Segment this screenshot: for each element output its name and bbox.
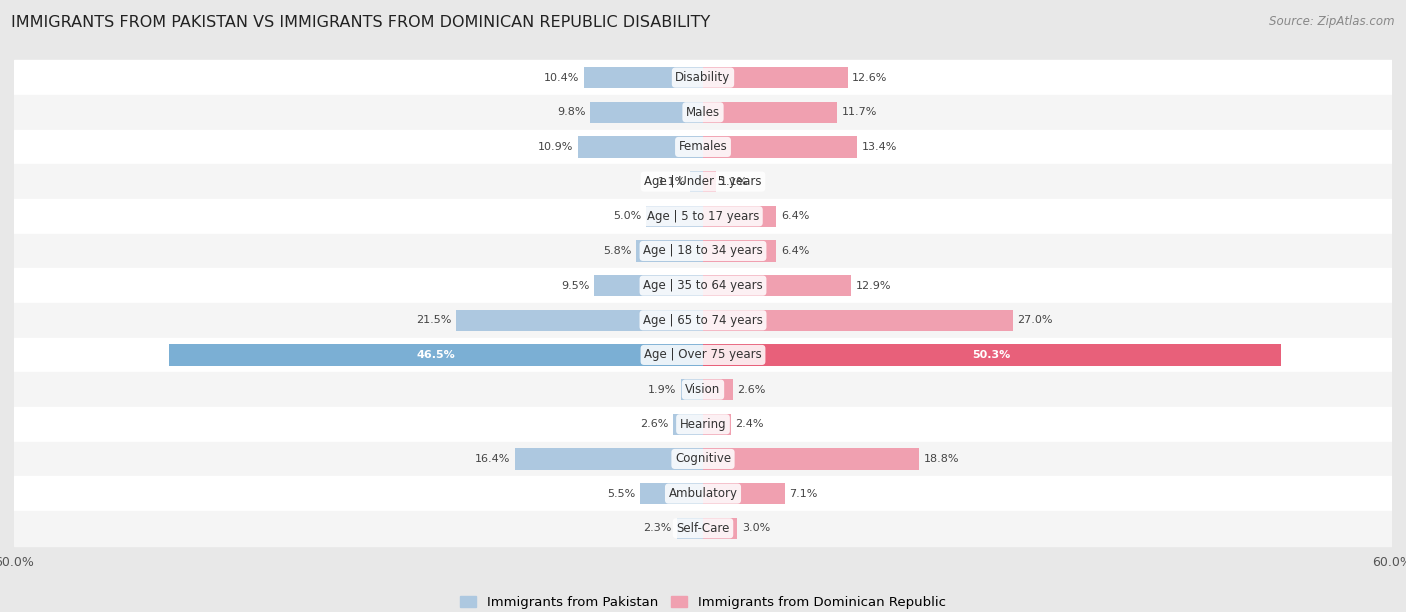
Text: Self-Care: Self-Care: [676, 522, 730, 535]
Text: Vision: Vision: [685, 383, 721, 396]
Text: 6.4%: 6.4%: [782, 246, 810, 256]
Bar: [515, 448, 703, 469]
Text: 6.4%: 6.4%: [782, 211, 810, 222]
Text: 2.6%: 2.6%: [738, 384, 766, 395]
Bar: [703, 483, 785, 504]
Text: 5.8%: 5.8%: [603, 246, 631, 256]
Text: Disability: Disability: [675, 71, 731, 84]
Text: Age | Over 75 years: Age | Over 75 years: [644, 348, 762, 362]
Text: 21.5%: 21.5%: [416, 315, 451, 325]
Bar: [673, 414, 703, 435]
Bar: [640, 483, 703, 504]
Text: 12.9%: 12.9%: [856, 281, 891, 291]
Bar: [681, 379, 703, 400]
Text: Age | 5 to 17 years: Age | 5 to 17 years: [647, 210, 759, 223]
Bar: [703, 240, 776, 262]
Bar: [583, 67, 703, 88]
Text: 9.8%: 9.8%: [557, 107, 586, 118]
Bar: [14, 234, 1392, 268]
Text: 2.3%: 2.3%: [644, 523, 672, 533]
Text: Source: ZipAtlas.com: Source: ZipAtlas.com: [1270, 15, 1395, 28]
Bar: [703, 136, 856, 158]
Bar: [14, 95, 1392, 130]
Text: Ambulatory: Ambulatory: [668, 487, 738, 500]
Text: Cognitive: Cognitive: [675, 452, 731, 466]
Bar: [14, 338, 1392, 372]
Text: 13.4%: 13.4%: [862, 142, 897, 152]
Bar: [14, 164, 1392, 199]
Bar: [14, 476, 1392, 511]
Text: 11.7%: 11.7%: [842, 107, 877, 118]
Text: 5.5%: 5.5%: [607, 488, 636, 499]
Bar: [703, 448, 920, 469]
Text: 2.6%: 2.6%: [640, 419, 669, 429]
Text: 16.4%: 16.4%: [475, 454, 510, 464]
Text: 46.5%: 46.5%: [416, 350, 456, 360]
Bar: [703, 171, 716, 192]
Bar: [14, 303, 1392, 338]
Bar: [703, 275, 851, 296]
Text: 18.8%: 18.8%: [924, 454, 959, 464]
Text: 1.1%: 1.1%: [658, 177, 686, 187]
Text: Age | 18 to 34 years: Age | 18 to 34 years: [643, 244, 763, 258]
Bar: [703, 518, 738, 539]
Bar: [578, 136, 703, 158]
Bar: [703, 102, 838, 123]
Bar: [169, 344, 703, 366]
Text: 7.1%: 7.1%: [789, 488, 817, 499]
Text: Age | Under 5 years: Age | Under 5 years: [644, 175, 762, 188]
Bar: [14, 268, 1392, 303]
Text: Age | 35 to 64 years: Age | 35 to 64 years: [643, 279, 763, 292]
Text: Age | 65 to 74 years: Age | 65 to 74 years: [643, 314, 763, 327]
Text: 9.5%: 9.5%: [561, 281, 589, 291]
Text: Males: Males: [686, 106, 720, 119]
Text: IMMIGRANTS FROM PAKISTAN VS IMMIGRANTS FROM DOMINICAN REPUBLIC DISABILITY: IMMIGRANTS FROM PAKISTAN VS IMMIGRANTS F…: [11, 15, 710, 31]
Bar: [703, 379, 733, 400]
Text: Hearing: Hearing: [679, 418, 727, 431]
Bar: [14, 130, 1392, 164]
Bar: [645, 206, 703, 227]
Bar: [703, 67, 848, 88]
Bar: [676, 518, 703, 539]
Bar: [14, 511, 1392, 546]
Bar: [14, 372, 1392, 407]
Bar: [14, 407, 1392, 442]
Bar: [690, 171, 703, 192]
Bar: [14, 442, 1392, 476]
Bar: [14, 60, 1392, 95]
Text: 50.3%: 50.3%: [973, 350, 1011, 360]
Text: 5.0%: 5.0%: [613, 211, 641, 222]
Text: 27.0%: 27.0%: [1018, 315, 1053, 325]
Bar: [593, 275, 703, 296]
Text: 10.4%: 10.4%: [544, 73, 579, 83]
Bar: [591, 102, 703, 123]
Bar: [14, 199, 1392, 234]
Bar: [703, 310, 1012, 331]
Bar: [703, 344, 1281, 366]
Text: 10.9%: 10.9%: [538, 142, 574, 152]
Text: 12.6%: 12.6%: [852, 73, 887, 83]
Text: Females: Females: [679, 140, 727, 154]
Bar: [703, 206, 776, 227]
Text: 1.9%: 1.9%: [648, 384, 676, 395]
Bar: [703, 414, 731, 435]
Text: 3.0%: 3.0%: [742, 523, 770, 533]
Bar: [456, 310, 703, 331]
Bar: [637, 240, 703, 262]
Text: 1.1%: 1.1%: [720, 177, 748, 187]
Text: 2.4%: 2.4%: [735, 419, 763, 429]
Legend: Immigrants from Pakistan, Immigrants from Dominican Republic: Immigrants from Pakistan, Immigrants fro…: [460, 595, 946, 609]
